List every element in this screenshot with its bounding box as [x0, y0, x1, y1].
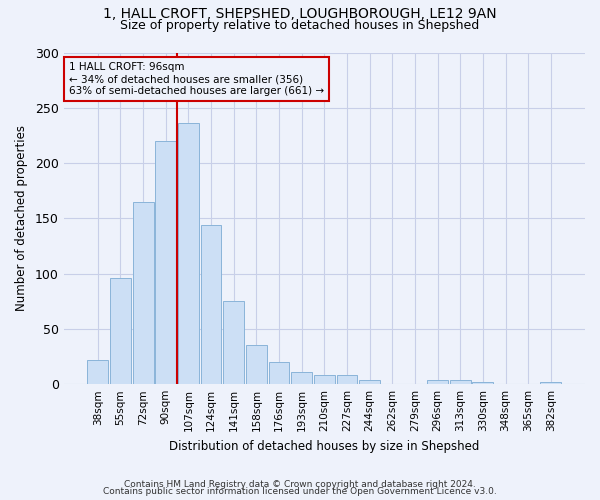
Text: Contains public sector information licensed under the Open Government Licence v3: Contains public sector information licen…	[103, 488, 497, 496]
Bar	[246, 346, 267, 384]
Bar	[427, 380, 448, 384]
Text: Size of property relative to detached houses in Shepshed: Size of property relative to detached ho…	[121, 19, 479, 32]
Bar	[200, 225, 221, 384]
Bar	[314, 376, 335, 384]
Bar	[291, 372, 312, 384]
X-axis label: Distribution of detached houses by size in Shepshed: Distribution of detached houses by size …	[169, 440, 479, 452]
Bar	[178, 124, 199, 384]
Bar	[269, 362, 289, 384]
Bar	[88, 360, 108, 384]
Bar	[110, 278, 131, 384]
Bar	[155, 141, 176, 384]
Y-axis label: Number of detached properties: Number of detached properties	[15, 126, 28, 312]
Text: Contains HM Land Registry data © Crown copyright and database right 2024.: Contains HM Land Registry data © Crown c…	[124, 480, 476, 489]
Bar	[359, 380, 380, 384]
Bar	[133, 202, 154, 384]
Bar	[337, 376, 358, 384]
Bar	[450, 380, 470, 384]
Bar	[541, 382, 562, 384]
Bar	[223, 302, 244, 384]
Text: 1 HALL CROFT: 96sqm
← 34% of detached houses are smaller (356)
63% of semi-detac: 1 HALL CROFT: 96sqm ← 34% of detached ho…	[69, 62, 324, 96]
Bar	[472, 382, 493, 384]
Text: 1, HALL CROFT, SHEPSHED, LOUGHBOROUGH, LE12 9AN: 1, HALL CROFT, SHEPSHED, LOUGHBOROUGH, L…	[103, 8, 497, 22]
